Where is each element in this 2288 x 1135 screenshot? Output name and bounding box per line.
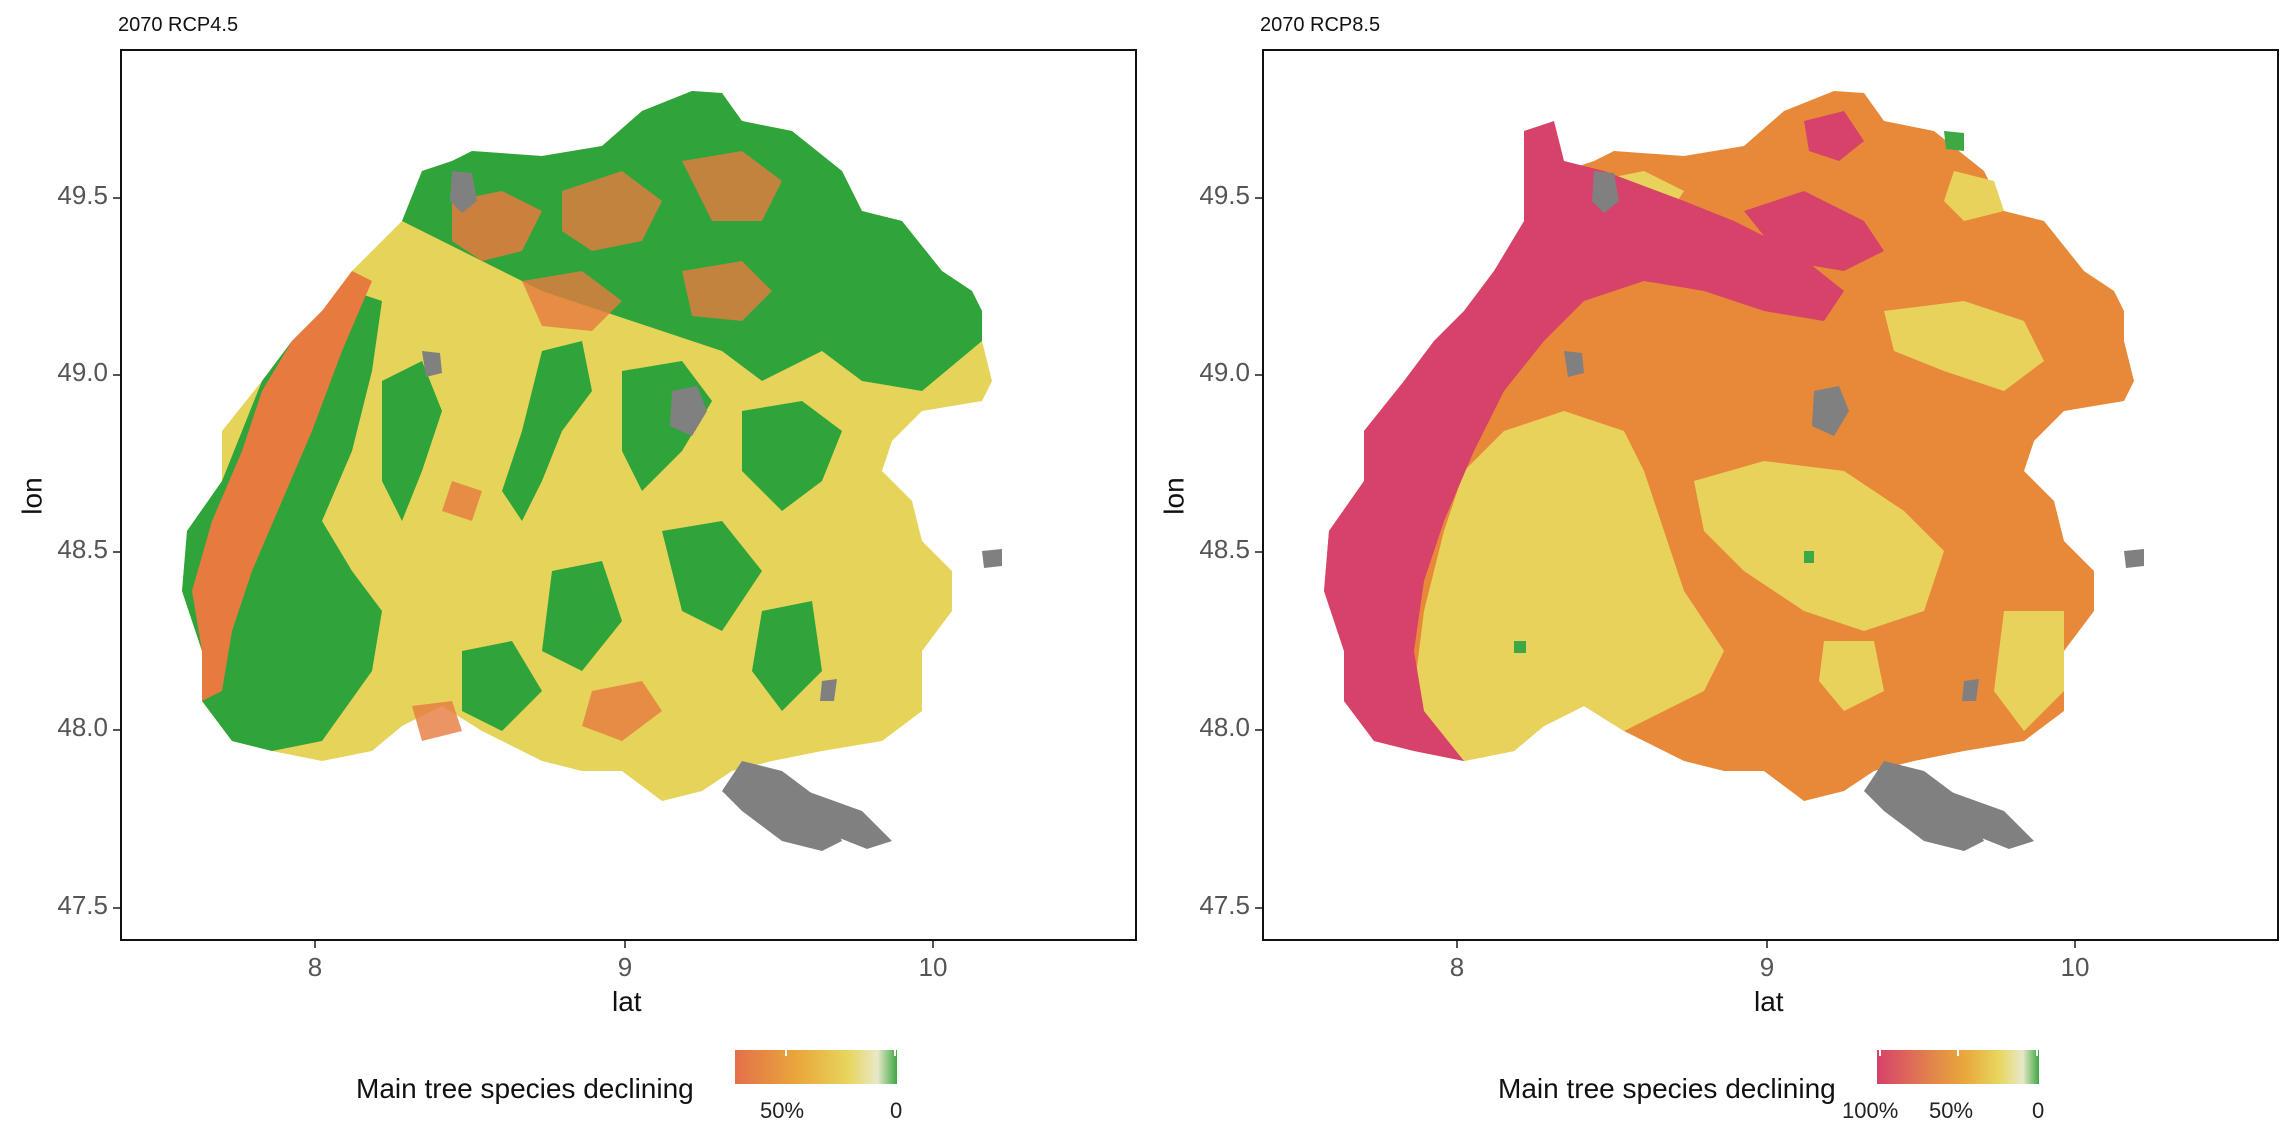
y-tick-mark: [113, 907, 120, 909]
y-tick-mark: [1255, 729, 1262, 731]
y-tick-mark: [113, 551, 120, 553]
y-tick-mark: [1255, 374, 1262, 376]
y-tick-label: 47.5: [1199, 890, 1250, 920]
plot-area: [1262, 49, 2279, 941]
y-tick-mark: [1255, 197, 1262, 199]
region-map: [182, 91, 1002, 851]
legend-tick: [785, 1050, 787, 1056]
y-tick-label: 48.0: [1199, 712, 1250, 742]
legend-colorbar: [735, 1050, 897, 1084]
x-tick-mark: [2074, 941, 2076, 948]
y-tick-label: 48.5: [57, 534, 108, 564]
legend-tick: [1879, 1050, 1881, 1056]
y-tick-label: 49.5: [57, 180, 108, 210]
x-tick-label: 9: [1759, 952, 1775, 982]
x-tick-mark: [932, 941, 934, 948]
x-tick-label: 9: [617, 952, 633, 982]
y-tick-label: 48.0: [57, 712, 108, 742]
legend-label: 50%: [760, 1098, 805, 1123]
legend-label: 100%: [1842, 1098, 1899, 1123]
y-tick-mark: [1255, 551, 1262, 553]
x-tick-mark: [314, 941, 316, 948]
legend-tick: [1957, 1050, 1959, 1056]
x-axis-title: lat: [612, 986, 642, 1017]
urban-water-areas: [422, 171, 1002, 851]
legend-tick: [2036, 1050, 2038, 1056]
legend-tick: [894, 1050, 896, 1056]
declining-patches: [192, 151, 782, 741]
x-tick-label: 10: [918, 952, 948, 982]
panel-title: 2070 RCP8.5: [1260, 14, 1381, 36]
x-axis-title: lat: [1754, 986, 1784, 1017]
y-tick-mark: [113, 197, 120, 199]
legend-label: 0: [890, 1098, 903, 1123]
x-tick-mark: [1766, 941, 1768, 948]
legend-label: 50%: [1929, 1098, 1974, 1123]
x-tick-label: 10: [2060, 952, 2090, 982]
y-tick-label: 49.5: [1199, 180, 1250, 210]
y-tick-mark: [113, 374, 120, 376]
forest-patches: [182, 91, 982, 751]
legend-label: 0: [2032, 1098, 2045, 1123]
stable-areas: [1514, 131, 1964, 653]
panel-title: 2070 RCP4.5: [118, 14, 239, 36]
legend-title: Main tree species declining: [356, 1073, 694, 1104]
map-panel-rcp85: 2070 RCP8.5: [1142, 0, 2286, 1135]
x-tick-mark: [1456, 941, 1458, 948]
y-tick-mark: [113, 729, 120, 731]
plot-area: [120, 49, 1137, 941]
y-tick-label: 49.0: [57, 357, 108, 387]
map-panel-rcp45: 2070 RCP4.5: [16, 14, 1137, 1123]
y-axis-title: lon: [1158, 477, 1190, 515]
y-tick-label: 49.0: [1199, 357, 1250, 387]
y-axis-title: lon: [16, 477, 48, 515]
y-tick-mark: [1255, 907, 1262, 909]
urban-water-areas: [1564, 171, 2144, 851]
y-tick-label: 47.5: [57, 890, 108, 920]
x-tick-label: 8: [307, 952, 323, 982]
yellow-areas: [1414, 171, 2064, 761]
region-map: [1324, 91, 2144, 851]
y-tick-label: 48.5: [1199, 534, 1250, 564]
x-tick-label: 8: [1449, 952, 1465, 982]
severe-decline-areas: [1324, 111, 1884, 761]
legend-title: Main tree species declining: [1498, 1073, 1836, 1104]
x-tick-mark: [624, 941, 626, 948]
